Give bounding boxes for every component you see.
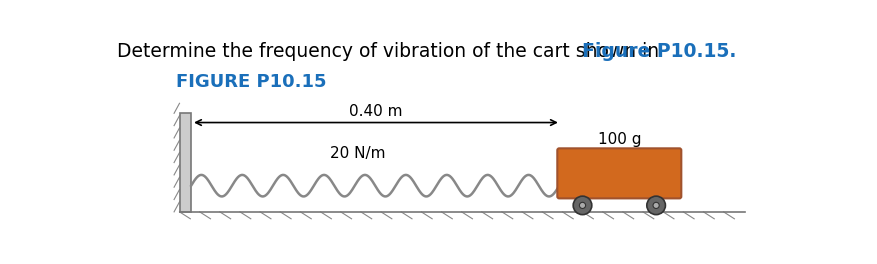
Circle shape bbox=[579, 202, 585, 209]
Circle shape bbox=[646, 196, 665, 215]
FancyBboxPatch shape bbox=[557, 148, 681, 198]
Text: 20 N/m: 20 N/m bbox=[330, 146, 385, 161]
Bar bbox=[179, 113, 191, 212]
Text: 100 g: 100 g bbox=[597, 132, 640, 147]
Text: 0.40 m: 0.40 m bbox=[349, 104, 403, 119]
Text: Figure P10.15.: Figure P10.15. bbox=[581, 43, 736, 62]
Circle shape bbox=[652, 202, 659, 209]
Circle shape bbox=[573, 196, 591, 215]
Text: Determine the frequency of vibration of the cart shown in: Determine the frequency of vibration of … bbox=[118, 43, 665, 62]
Text: FIGURE P10.15: FIGURE P10.15 bbox=[175, 73, 325, 91]
